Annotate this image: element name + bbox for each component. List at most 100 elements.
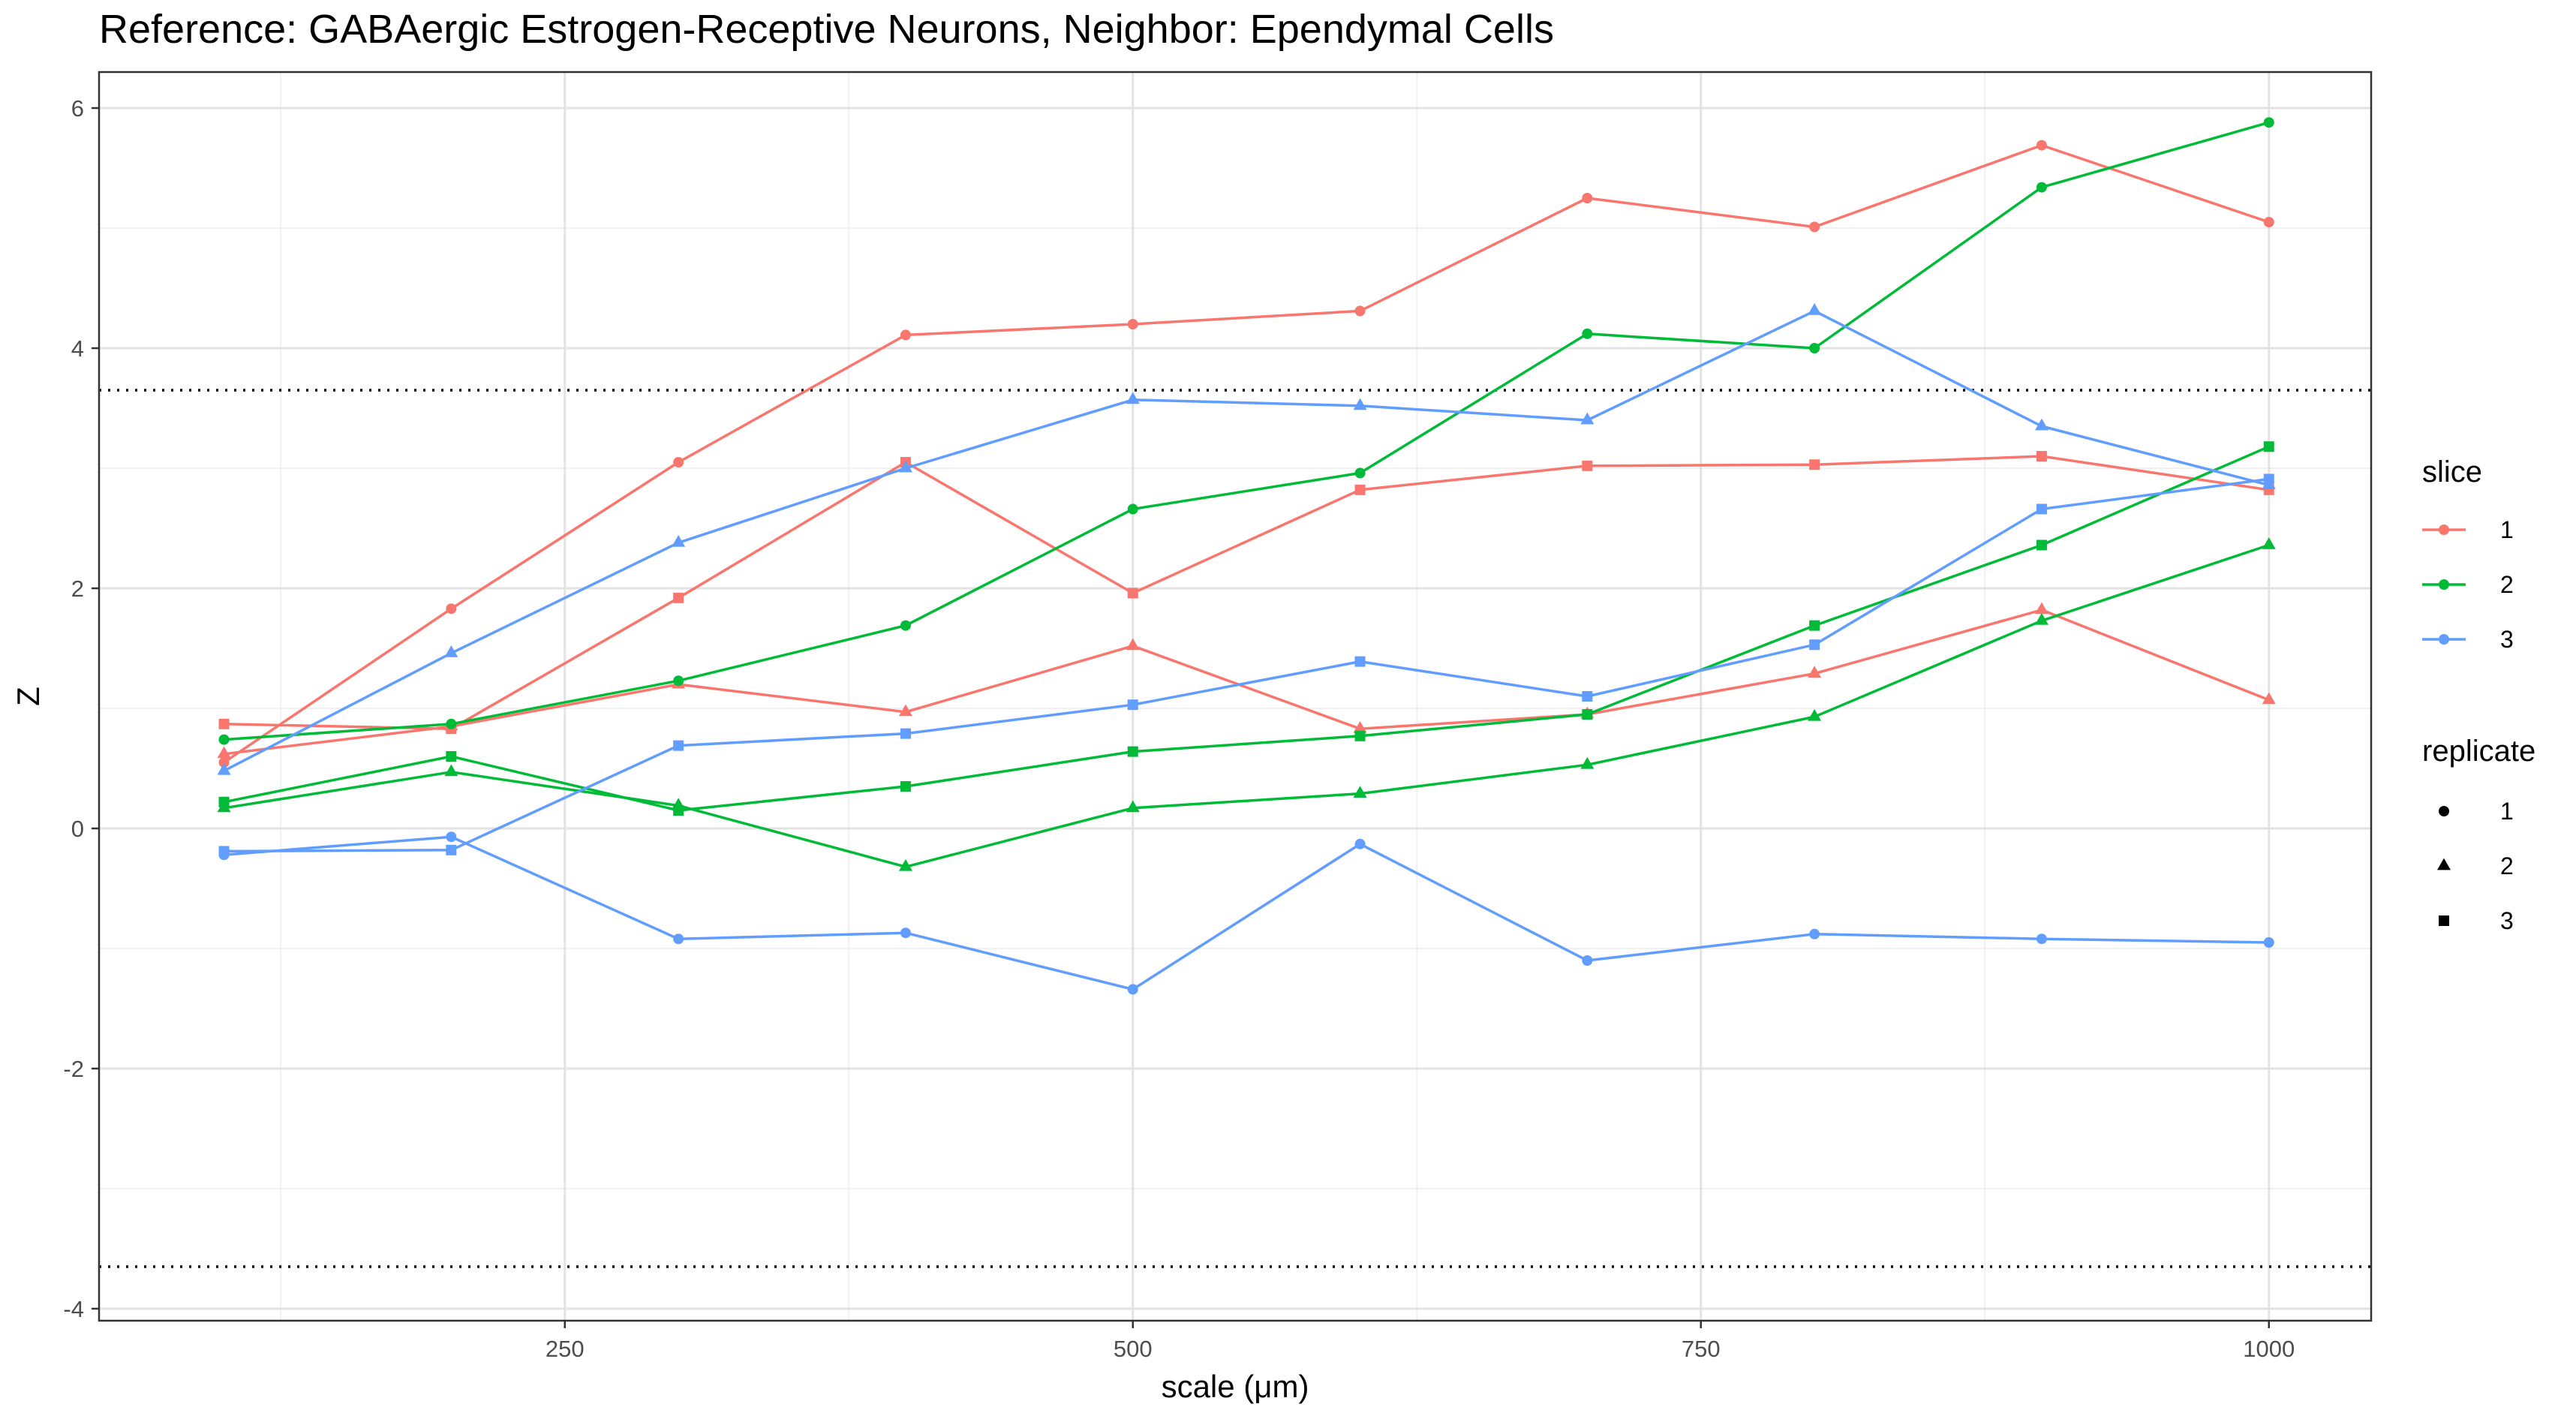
data-point bbox=[1354, 467, 1366, 479]
series-slice-2-replicate-3 bbox=[218, 441, 2274, 816]
data-point bbox=[1582, 709, 1593, 720]
data-point bbox=[1582, 460, 1593, 471]
data-point bbox=[898, 704, 912, 717]
reference-lines bbox=[99, 389, 2371, 1268]
x-tick-label: 500 bbox=[1114, 1336, 1153, 1362]
data-point bbox=[1354, 305, 1366, 317]
data-point bbox=[1809, 620, 1820, 631]
y-tick-label: 2 bbox=[71, 576, 84, 602]
data-point bbox=[673, 805, 684, 816]
panel-border bbox=[98, 71, 2373, 1322]
data-point bbox=[1127, 984, 1138, 995]
data-point bbox=[900, 781, 911, 792]
data-point bbox=[1353, 786, 1367, 798]
data-point bbox=[446, 603, 457, 615]
data-point bbox=[673, 740, 684, 751]
data-point bbox=[1354, 656, 1366, 667]
legend-item-replicate-1: 1 bbox=[2439, 798, 2514, 825]
data-point bbox=[2263, 217, 2274, 227]
data-point bbox=[2263, 937, 2274, 948]
data-point bbox=[1127, 746, 1138, 757]
series-slice-3-replicate-3 bbox=[218, 474, 2274, 857]
data-point bbox=[2262, 692, 2276, 705]
panel-background bbox=[99, 72, 2371, 1321]
data-point bbox=[446, 831, 457, 843]
series-slice-3-replicate-1 bbox=[218, 831, 2274, 995]
axes: 250 500 750 1000 -4 -2 0 2 4 6 scale (μm) Z bbox=[11, 71, 2373, 1404]
legend-key-shape bbox=[2437, 858, 2451, 870]
series-line bbox=[223, 309, 2270, 772]
data-point bbox=[673, 933, 684, 945]
legend-key-shape bbox=[2439, 915, 2449, 926]
y-tick-label: -2 bbox=[63, 1056, 84, 1082]
data-point bbox=[1126, 392, 1140, 404]
data-point bbox=[1354, 838, 1366, 849]
legend-item-slice-2: 2 bbox=[2422, 571, 2514, 598]
series-slice-2-replicate-2 bbox=[217, 537, 2276, 871]
series-line bbox=[224, 543, 2270, 868]
x-tick-label: 750 bbox=[1682, 1336, 1721, 1362]
legend-label: 2 bbox=[2500, 852, 2514, 879]
data-point bbox=[1582, 955, 1593, 966]
data-point bbox=[672, 534, 686, 547]
series-line bbox=[224, 121, 2270, 741]
data-point bbox=[1809, 343, 1820, 353]
series-line bbox=[224, 455, 2269, 730]
legend-key-point bbox=[2439, 525, 2449, 535]
series-slice-1-replicate-1 bbox=[218, 140, 2274, 768]
data-point bbox=[217, 762, 231, 775]
data-point bbox=[1582, 691, 1593, 702]
plot-panel bbox=[99, 72, 2371, 1321]
data-point bbox=[218, 718, 230, 729]
series-line bbox=[224, 477, 2269, 853]
gridlines bbox=[99, 72, 2371, 1321]
legend-item-replicate-2: 2 bbox=[2437, 852, 2514, 879]
data-point bbox=[2036, 140, 2047, 151]
data-point bbox=[673, 675, 684, 687]
y-axis-title: Z bbox=[11, 687, 46, 706]
data-point bbox=[900, 927, 911, 939]
data-point bbox=[1126, 638, 1140, 651]
data-point bbox=[2034, 602, 2048, 615]
legend: slice 1 2 3 replicate 1 2 3 bbox=[2422, 455, 2535, 934]
data-point bbox=[1354, 730, 1366, 741]
data-point bbox=[1582, 193, 1593, 203]
data-point bbox=[1127, 588, 1138, 599]
data-point bbox=[1127, 319, 1138, 329]
legend-key-shape bbox=[2439, 806, 2449, 816]
data-point bbox=[673, 457, 684, 467]
legend-label: 3 bbox=[2500, 907, 2514, 934]
data-point bbox=[1127, 504, 1138, 515]
data-point bbox=[1808, 303, 1822, 315]
series-line bbox=[224, 445, 2270, 812]
legend-item-slice-3: 3 bbox=[2422, 626, 2514, 653]
data-point bbox=[1580, 756, 1595, 769]
series-line bbox=[224, 835, 2269, 991]
y-tick-label: -4 bbox=[63, 1296, 84, 1322]
data-point bbox=[2263, 441, 2274, 452]
data-point bbox=[673, 592, 684, 603]
series-line bbox=[223, 143, 2270, 764]
x-tick-label: 250 bbox=[546, 1336, 585, 1362]
legend-item-slice-1: 1 bbox=[2422, 516, 2514, 543]
data-point bbox=[1808, 666, 1822, 678]
data-point bbox=[218, 796, 230, 807]
data-point bbox=[2036, 933, 2047, 945]
data-point bbox=[2263, 117, 2274, 128]
data-point bbox=[2262, 537, 2276, 549]
series-slice-1-replicate-3 bbox=[218, 451, 2274, 735]
data-point bbox=[900, 728, 911, 739]
data-point bbox=[1809, 639, 1820, 651]
data-point bbox=[446, 751, 457, 762]
data-point bbox=[1809, 928, 1820, 939]
legend-title-replicate: replicate bbox=[2422, 735, 2535, 768]
legend-label: 3 bbox=[2500, 626, 2514, 653]
series-slice-2-replicate-1 bbox=[218, 117, 2274, 745]
data-point bbox=[2034, 418, 2048, 431]
data-point bbox=[218, 734, 230, 745]
data-point bbox=[2036, 182, 2047, 193]
data-point bbox=[446, 844, 457, 855]
series-slice-1-replicate-2 bbox=[217, 602, 2276, 759]
data-point bbox=[900, 329, 911, 341]
data-point bbox=[1808, 708, 1822, 721]
